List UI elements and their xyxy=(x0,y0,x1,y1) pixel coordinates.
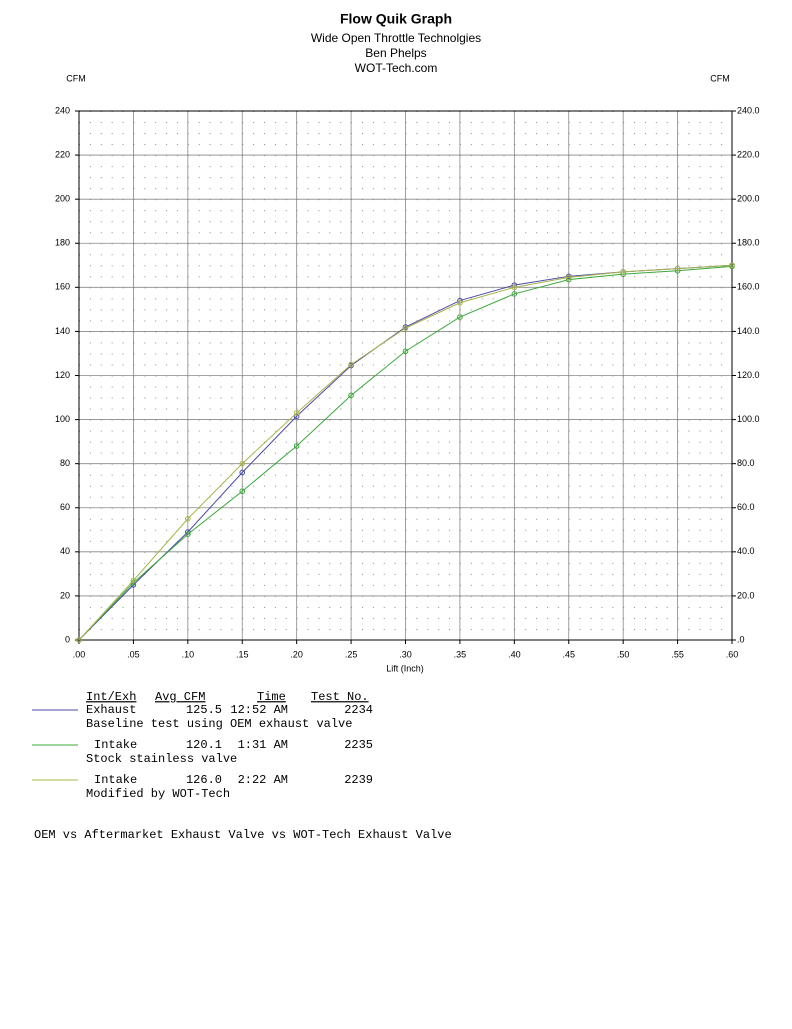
data-point xyxy=(185,531,191,538)
legend-avg-cfm: 120.1 xyxy=(186,738,222,752)
data-point xyxy=(674,265,681,272)
legend-name: Intake xyxy=(94,773,137,787)
chart-subtitle: WOT-Tech.com xyxy=(355,61,438,75)
y-tick-label: 160 xyxy=(55,282,70,292)
x-tick-label: .60 xyxy=(726,649,739,659)
legend-description: Modified by WOT-Tech xyxy=(86,787,230,801)
y2-tick-label: 220.0 xyxy=(737,149,760,159)
y-tick-label: 180 xyxy=(55,238,70,248)
data-point xyxy=(348,361,354,368)
y-tick-label: 120 xyxy=(55,370,70,380)
x-tick-label: .10 xyxy=(182,649,195,659)
y2-tick-label: 180.0 xyxy=(737,238,760,248)
y2-axis-label: CFM xyxy=(710,73,730,83)
y-tick-label: 220 xyxy=(55,149,70,159)
data-point xyxy=(402,348,409,355)
y2-tick-label: 240.0 xyxy=(737,105,760,115)
plot-frame xyxy=(78,110,733,641)
legend-name: Intake xyxy=(94,738,137,752)
data-point xyxy=(239,469,246,476)
data-point xyxy=(293,410,300,416)
data-point xyxy=(457,299,463,306)
data-point xyxy=(130,577,137,584)
data-point xyxy=(239,460,246,467)
x-tick-label: .45 xyxy=(562,649,575,659)
data-point xyxy=(729,262,735,269)
legend-avg-cfm: 126.0 xyxy=(186,773,222,787)
y2-tick-label: 200.0 xyxy=(737,194,760,204)
y-tick-label: 20 xyxy=(60,590,70,600)
y2-tick-label: 160.0 xyxy=(737,282,760,292)
series-line xyxy=(78,264,733,641)
data-point xyxy=(185,515,191,522)
x-tick-label: .30 xyxy=(399,649,412,659)
y2-tick-label: 60.0 xyxy=(737,502,755,512)
data-point xyxy=(457,314,463,320)
y-tick-label: 200 xyxy=(55,194,70,204)
data-point xyxy=(348,392,354,399)
y-tick-label: 80 xyxy=(60,458,70,468)
y-tick-label: 100 xyxy=(55,414,70,424)
y-tick-label: 60 xyxy=(60,502,70,512)
y-tick-label: 40 xyxy=(60,546,70,556)
y2-tick-label: 120.0 xyxy=(737,370,760,380)
legend-header: Time xyxy=(257,690,286,704)
y-tick-label: 0 xyxy=(65,634,70,644)
x-tick-label: .50 xyxy=(617,649,630,659)
data-point xyxy=(402,325,409,331)
legend-avg-cfm: 125.5 xyxy=(186,703,222,717)
x-tick-label: .00 xyxy=(73,649,86,659)
y2-tick-label: 100.0 xyxy=(737,414,760,424)
legend-description: Baseline test using OEM exhaust valve xyxy=(86,717,352,731)
legend-time: 1:31 AM xyxy=(238,738,288,752)
legend-name: Exhaust xyxy=(86,703,136,717)
data-point xyxy=(511,284,518,291)
data-point xyxy=(620,269,626,275)
x-tick-label: .20 xyxy=(290,649,303,659)
legend-time: 12:52 AM xyxy=(230,703,288,717)
y-axis-label: CFM xyxy=(66,73,86,83)
x-tick-label: .15 xyxy=(236,649,249,659)
legend-description: Stock stainless valve xyxy=(86,752,237,766)
x-tick-label: .40 xyxy=(508,649,521,659)
x-tick-label: .35 xyxy=(454,649,467,659)
legend-header: Test No. xyxy=(311,690,369,704)
legend-test-no: 2235 xyxy=(344,738,373,752)
data-point xyxy=(293,413,300,420)
y2-tick-label: .0 xyxy=(737,634,745,644)
y-tick-label: 140 xyxy=(55,326,70,336)
legend-test-no: 2234 xyxy=(344,703,373,717)
legend-test-no: 2239 xyxy=(344,773,373,787)
data-point xyxy=(76,637,82,643)
y-tick-label: 240 xyxy=(55,105,70,115)
y2-tick-label: 20.0 xyxy=(737,590,755,600)
legend-header: Int/Exh xyxy=(86,690,136,704)
chart-title: Flow Quik Graph xyxy=(340,11,452,27)
chart-note: OEM vs Aftermarket Exhaust Valve vs WOT-… xyxy=(34,828,452,842)
data-point xyxy=(293,443,300,449)
legend-header: Avg CFM xyxy=(155,690,205,704)
x-axis-label: Lift (Inch) xyxy=(386,663,424,673)
chart-subtitle: Ben Phelps xyxy=(365,46,426,60)
data-point xyxy=(511,291,518,297)
x-tick-label: .05 xyxy=(127,649,140,659)
legend-time: 2:22 AM xyxy=(238,773,288,787)
y2-tick-label: 140.0 xyxy=(737,326,760,336)
y2-tick-label: 40.0 xyxy=(737,546,755,556)
data-point xyxy=(565,274,572,281)
data-point xyxy=(239,488,246,495)
chart-subtitle: Wide Open Throttle Technolgies xyxy=(311,31,481,45)
x-tick-label: .55 xyxy=(671,649,684,659)
x-tick-label: .25 xyxy=(345,649,358,659)
y2-tick-label: 80.0 xyxy=(737,458,755,468)
